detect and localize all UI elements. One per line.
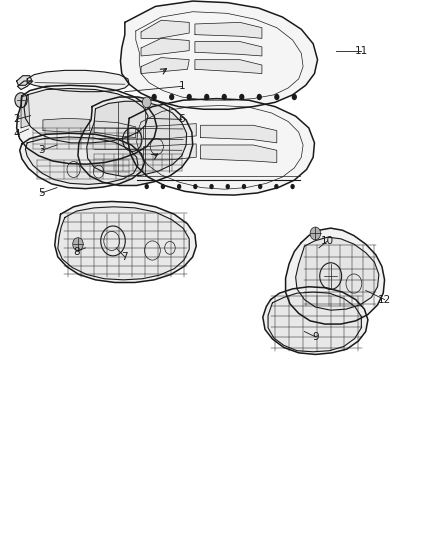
Polygon shape <box>18 81 33 90</box>
Polygon shape <box>78 97 193 185</box>
Polygon shape <box>120 1 318 109</box>
Circle shape <box>73 238 83 251</box>
Polygon shape <box>141 38 189 56</box>
Polygon shape <box>195 60 262 74</box>
Circle shape <box>152 94 157 100</box>
Text: 10: 10 <box>321 236 334 246</box>
Circle shape <box>187 94 192 100</box>
Polygon shape <box>268 292 361 352</box>
Polygon shape <box>201 125 277 143</box>
Polygon shape <box>43 118 90 132</box>
Circle shape <box>257 94 262 100</box>
Circle shape <box>142 97 151 108</box>
Circle shape <box>310 227 321 240</box>
Text: 6: 6 <box>178 115 185 124</box>
Polygon shape <box>128 99 314 195</box>
Text: 8: 8 <box>73 247 80 256</box>
Circle shape <box>222 94 227 100</box>
Circle shape <box>239 94 244 100</box>
Polygon shape <box>94 121 136 138</box>
Circle shape <box>209 184 214 189</box>
Polygon shape <box>87 101 187 176</box>
Circle shape <box>193 184 198 189</box>
Polygon shape <box>17 85 157 164</box>
Polygon shape <box>144 124 196 139</box>
Circle shape <box>292 94 297 100</box>
Polygon shape <box>17 76 32 85</box>
Polygon shape <box>141 20 189 38</box>
Text: 12: 12 <box>378 295 391 304</box>
Circle shape <box>258 184 262 189</box>
Polygon shape <box>21 95 30 128</box>
Circle shape <box>161 184 165 189</box>
Circle shape <box>226 184 230 189</box>
Polygon shape <box>27 70 129 92</box>
Circle shape <box>274 184 279 189</box>
Circle shape <box>204 94 209 100</box>
Text: 9: 9 <box>312 332 319 342</box>
Circle shape <box>15 93 27 108</box>
Polygon shape <box>55 201 196 282</box>
Polygon shape <box>20 133 145 189</box>
Polygon shape <box>144 144 196 160</box>
Text: 3: 3 <box>38 146 45 155</box>
Polygon shape <box>195 22 262 38</box>
Circle shape <box>145 184 149 189</box>
Polygon shape <box>296 237 379 310</box>
Text: 5: 5 <box>38 188 45 198</box>
Polygon shape <box>201 145 277 163</box>
Circle shape <box>242 184 246 189</box>
Polygon shape <box>25 137 138 184</box>
Polygon shape <box>141 58 189 74</box>
Circle shape <box>290 184 295 189</box>
Polygon shape <box>195 42 262 56</box>
Circle shape <box>177 184 181 189</box>
Polygon shape <box>24 88 148 143</box>
Text: 7: 7 <box>121 252 128 262</box>
Polygon shape <box>58 207 189 280</box>
Text: 1: 1 <box>178 82 185 91</box>
Polygon shape <box>263 287 368 354</box>
Text: 4: 4 <box>13 130 20 139</box>
Polygon shape <box>286 228 385 324</box>
Text: 2: 2 <box>13 115 20 124</box>
Circle shape <box>169 94 174 100</box>
Text: 11: 11 <box>355 46 368 55</box>
Circle shape <box>274 94 279 100</box>
